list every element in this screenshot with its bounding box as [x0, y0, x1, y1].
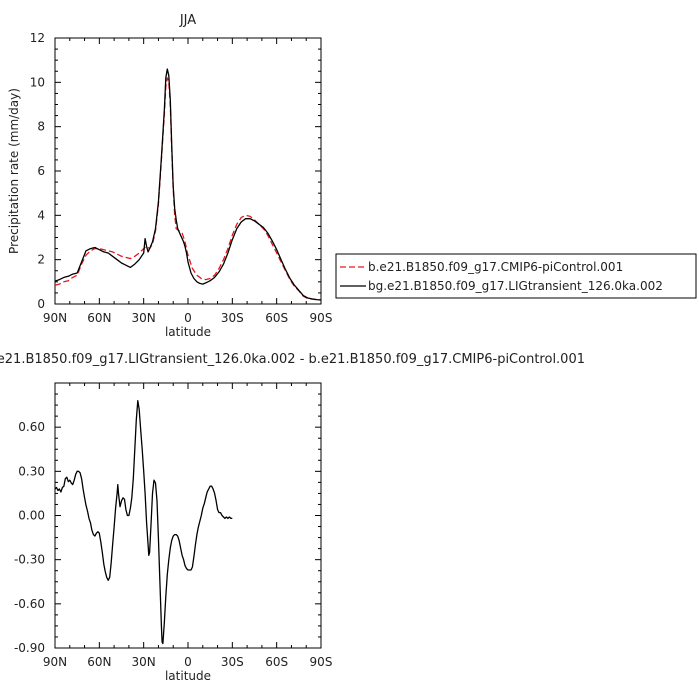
- chart-title: bg.e21.B1850.f09_g17.LIGtransient_126.0k…: [0, 352, 585, 367]
- x-tick-label: 60N: [87, 655, 111, 669]
- y-axis-label: Precipitation rate (mm/day): [7, 88, 21, 254]
- x-tick-label: 90N: [43, 311, 67, 325]
- y-tick-label: 8: [37, 120, 45, 134]
- y-tick-label: -0.90: [14, 641, 45, 655]
- series-group: [55, 68, 321, 301]
- plot-frame: [54, 382, 322, 649]
- x-tick-label: 30N: [132, 655, 156, 669]
- x-tick-label: 90N: [43, 655, 67, 669]
- legend-label-1: b.e21.B1850.f09_g17.CMIP6-piControl.001: [368, 260, 623, 274]
- x-axis-label: latitude: [165, 669, 211, 683]
- y-tick-label: -0.60: [14, 597, 45, 611]
- series-line-1: [55, 77, 321, 301]
- chart-2: bg.e21.B1850.f09_g17.LIGtransient_126.0k…: [0, 352, 585, 683]
- legend-label-2: bg.e21.B1850.f09_g17.LIGtransient_126.0k…: [368, 279, 663, 293]
- series-line-1: [55, 400, 233, 645]
- series-line-2: [55, 68, 321, 301]
- chart-title: JJA: [179, 13, 196, 28]
- chart-1: JJA 90N 60N 30N 0 30S 60S 90S 0 2 4 6 8 10 12 latitude P…: [7, 13, 697, 339]
- x-tick-label: 90S: [310, 655, 333, 669]
- x-tick-label: 60S: [265, 655, 288, 669]
- y-tick-label: 12: [30, 31, 45, 45]
- x-tick-label: 60N: [87, 311, 111, 325]
- x-tick-label: 0: [184, 311, 192, 325]
- y-tick-label: 0: [37, 297, 45, 311]
- y-tick-label: 0.00: [18, 509, 45, 523]
- x-axis-label: latitude: [165, 325, 211, 339]
- y-tick-label: 6: [37, 164, 45, 178]
- x-tick-label: 0: [184, 655, 192, 669]
- y-tick-label: 10: [30, 75, 45, 89]
- legend: b.e21.B1850.f09_g17.CMIP6-piControl.001b…: [335, 253, 697, 299]
- x-tick-label: 30N: [132, 311, 156, 325]
- y-tick-label: 0.30: [18, 464, 45, 478]
- y-tick-label: 0.60: [18, 420, 45, 434]
- x-tick-label: 30S: [221, 311, 244, 325]
- y-tick-label: 2: [37, 253, 45, 267]
- series-group: [55, 400, 233, 645]
- legend-box: [335, 253, 697, 299]
- x-tick-label: 60S: [265, 311, 288, 325]
- y-tick-label: 4: [37, 208, 45, 222]
- y-tick-label: -0.30: [14, 553, 45, 567]
- x-tick-label: 30S: [221, 655, 244, 669]
- x-tick-label: 90S: [310, 311, 333, 325]
